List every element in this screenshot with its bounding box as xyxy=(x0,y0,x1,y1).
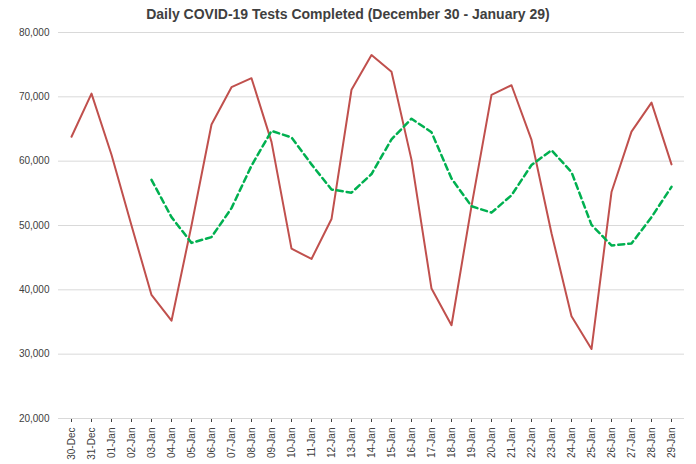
svg-text:28-Jan: 28-Jan xyxy=(646,428,657,459)
svg-text:15-Jan: 15-Jan xyxy=(386,428,397,459)
svg-text:21-Jan: 21-Jan xyxy=(506,428,517,459)
svg-text:50,000: 50,000 xyxy=(19,220,50,231)
svg-text:01-Jan: 01-Jan xyxy=(106,428,117,459)
svg-text:05-Jan: 05-Jan xyxy=(186,428,197,459)
svg-text:17-Jan: 17-Jan xyxy=(426,428,437,459)
svg-text:09-Jan: 09-Jan xyxy=(266,428,277,459)
svg-text:10-Jan: 10-Jan xyxy=(286,428,297,459)
svg-text:18-Jan: 18-Jan xyxy=(446,428,457,459)
svg-text:13-Jan: 13-Jan xyxy=(346,428,357,459)
svg-text:25-Jan: 25-Jan xyxy=(586,428,597,459)
svg-text:60,000: 60,000 xyxy=(19,155,50,166)
svg-text:30-Dec: 30-Dec xyxy=(66,428,77,460)
svg-text:23-Jan: 23-Jan xyxy=(546,428,557,459)
svg-text:07-Jan: 07-Jan xyxy=(226,428,237,459)
svg-text:19-Jan: 19-Jan xyxy=(466,428,477,459)
svg-text:31-Dec: 31-Dec xyxy=(86,428,97,460)
html-text:Daily COVID-19 Tests Completed: Daily COVID-19 Tests Completed (December… xyxy=(146,6,550,22)
svg-text:08-Jan: 08-Jan xyxy=(246,428,257,459)
svg-text:02-Jan: 02-Jan xyxy=(126,428,137,459)
svg-text:70,000: 70,000 xyxy=(19,91,50,102)
svg-text:03-Jan: 03-Jan xyxy=(146,428,157,459)
svg-text:80,000: 80,000 xyxy=(19,27,50,38)
svg-text:26-Jan: 26-Jan xyxy=(606,428,617,459)
svg-text:40,000: 40,000 xyxy=(19,284,50,295)
svg-text:12-Jan: 12-Jan xyxy=(326,428,337,459)
svg-text:27-Jan: 27-Jan xyxy=(626,428,637,459)
svg-text:30,000: 30,000 xyxy=(19,348,50,359)
svg-text:29-Jan: 29-Jan xyxy=(666,428,677,459)
svg-text:06-Jan: 06-Jan xyxy=(206,428,217,459)
svg-text:16-Jan: 16-Jan xyxy=(406,428,417,459)
svg-text:20-Jan: 20-Jan xyxy=(486,428,497,459)
svg-text:11-Jan: 11-Jan xyxy=(306,428,317,458)
svg-text:24-Jan: 24-Jan xyxy=(566,428,577,459)
svg-text:20,000: 20,000 xyxy=(19,413,50,424)
svg-text:22-Jan: 22-Jan xyxy=(526,428,537,459)
svg-text:04-Jan: 04-Jan xyxy=(166,428,177,459)
svg-text:14-Jan: 14-Jan xyxy=(366,428,377,459)
